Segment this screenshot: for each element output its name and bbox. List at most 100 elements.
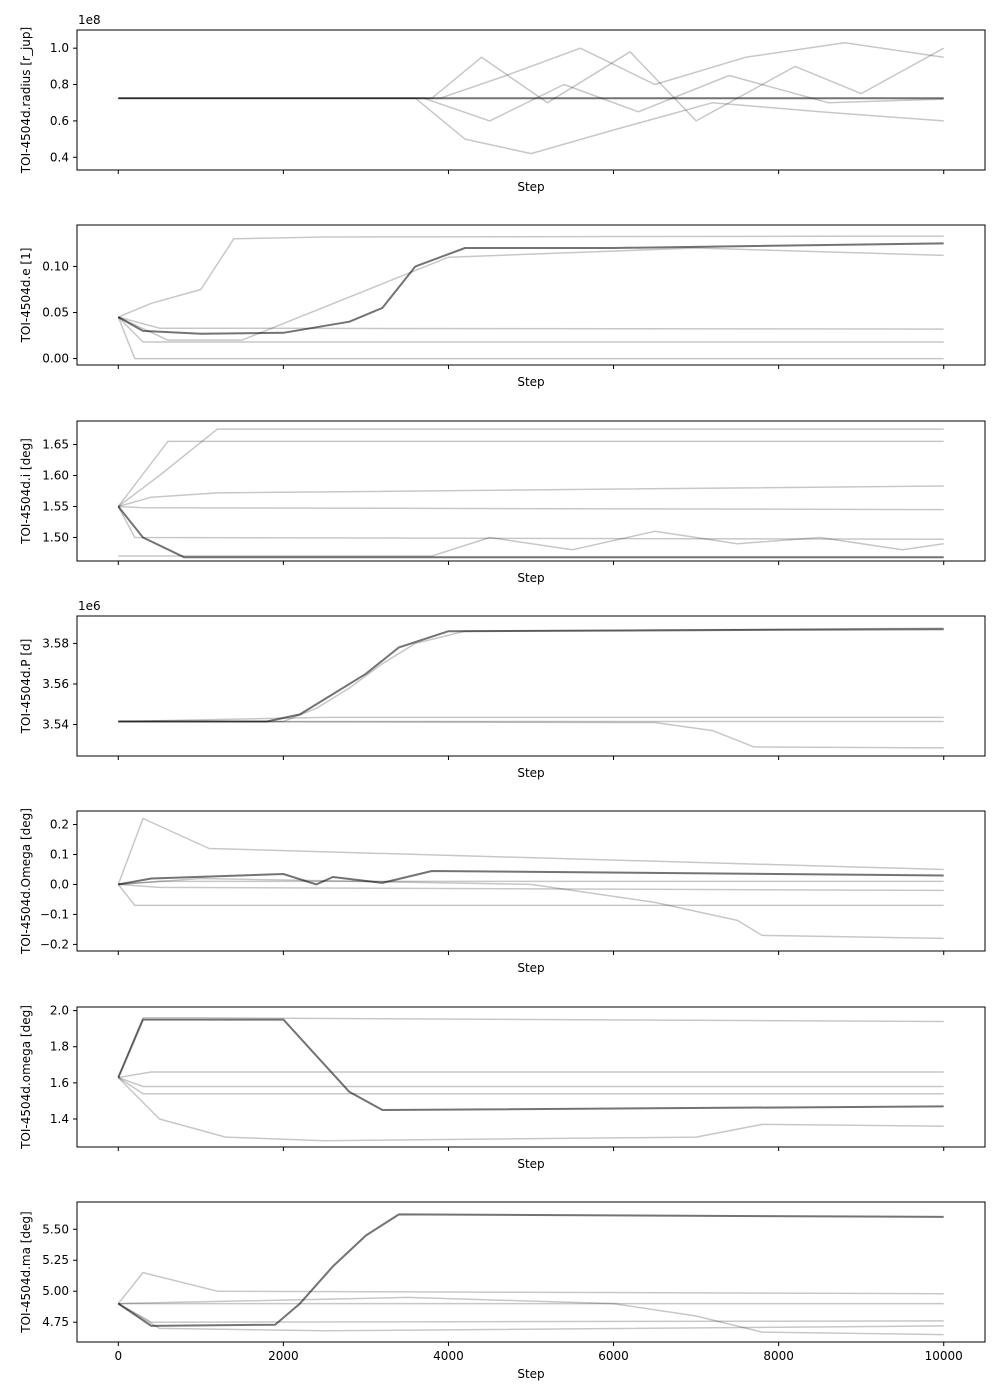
y-tick-label: 0.1 (50, 847, 69, 861)
x-tick-label: 0 (114, 1349, 122, 1363)
y-tick-label: −0.1 (40, 907, 69, 921)
trace-line-1 (117, 1018, 944, 1111)
trace-line-6 (118, 530, 944, 557)
y-offset-text: 1e8 (78, 13, 101, 27)
trace-line-2 (117, 1017, 944, 1078)
y-tick-label: 1.8 (50, 1040, 69, 1054)
x-axis-label: Step (517, 961, 544, 975)
x-axis-label: Step (517, 1367, 544, 1381)
y-tick-label: 1.6 (50, 1076, 69, 1090)
axes-frame (76, 1006, 986, 1148)
trace-line-2 (118, 235, 944, 318)
trace-line-4 (117, 1271, 944, 1305)
y-tick-label: 0.10 (42, 259, 69, 273)
y-tick-label: 1.60 (42, 469, 69, 483)
y-tick-label: 1.0 (50, 41, 69, 55)
axes-frame (76, 224, 986, 366)
trace-line-1 (117, 1213, 944, 1327)
panel-2: 0.00 0.05 0.10 Step TOI-4504d.e [1] (19, 224, 986, 389)
trace-line-4 (118, 505, 944, 511)
axes-frame (76, 810, 986, 952)
trace-line-3 (118, 1296, 944, 1336)
trace-line-4 (117, 883, 944, 907)
y-tick-label: 1.50 (42, 530, 69, 544)
y-tick-label: 0.4 (50, 150, 69, 164)
trace-line-4 (118, 41, 944, 99)
y-tick-label: 4.75 (42, 1315, 69, 1329)
y-axis-label: TOI-4504d.omega [deg] (19, 1005, 33, 1150)
x-tick-label: 2000 (268, 1349, 299, 1363)
trace-line-6 (117, 316, 944, 343)
trace-line-5 (118, 720, 944, 749)
trace-line-5 (117, 1302, 944, 1323)
y-tick-label: 0.6 (50, 114, 69, 128)
trace-line-2 (118, 47, 945, 122)
trace-line-4 (117, 316, 944, 360)
x-tick-label: 10000 (925, 1349, 963, 1363)
y-tick-label: 1.4 (50, 1112, 69, 1126)
x-tick-label: 8000 (763, 1349, 794, 1363)
y-tick-label: 5.50 (42, 1222, 69, 1236)
y-tick-label: 1.65 (42, 438, 69, 452)
y-tick-label: 3.54 (42, 718, 69, 732)
y-axis-label: TOI-4504d.Omega [deg] (19, 808, 33, 955)
x-axis-label: Step (517, 766, 544, 780)
trace-line-3 (117, 1076, 944, 1142)
axes-frame (76, 29, 986, 171)
trace-line-5 (118, 74, 944, 122)
y-tick-label: 1.55 (42, 499, 69, 513)
x-axis-label: Step (517, 1157, 544, 1171)
trace-line-1 (118, 870, 944, 886)
trace-line-2 (118, 627, 944, 723)
x-tick-label: 6000 (598, 1349, 629, 1363)
trace-line-5 (118, 1071, 944, 1079)
trace-line-2 (117, 428, 944, 508)
trace-line-4 (118, 1076, 944, 1088)
y-offset-text: 1e6 (78, 599, 101, 613)
axes-frame (76, 420, 986, 562)
y-tick-label: 3.58 (42, 636, 69, 650)
y-tick-label: 5.00 (42, 1284, 69, 1298)
panel-3: 1.50 1.55 1.60 1.65 Step TOI-4504d.i [deg] (19, 420, 986, 585)
trace-line-6 (117, 1302, 944, 1332)
trace-line-1 (117, 242, 944, 335)
y-axis-label: TOI-4504d.radius [r_jup] (19, 27, 33, 174)
x-axis-label: Step (517, 180, 544, 194)
panel-4: 3.54 3.56 3.58 Step TOI-4504d.P [d] 1e6 (19, 599, 986, 780)
panel-5: −0.2 −0.1 0.0 0.1 0.2 Step TOI-4504d.Omega [de… (19, 808, 986, 975)
panel-6: 1.4 1.6 1.8 2.0 Step TOI-4504d.omega [deg] (19, 1004, 986, 1171)
y-axis-label: TOI-4504d.i [deg] (19, 438, 33, 545)
trace-line-5 (118, 880, 944, 886)
trace-line-1 (117, 505, 944, 559)
x-tick-label: 4000 (433, 1349, 464, 1363)
y-tick-label: 0.00 (42, 352, 69, 366)
trace-line-4 (118, 716, 944, 723)
y-axis-label: TOI-4504d.ma [deg] (19, 1211, 33, 1333)
trace-line-6 (118, 883, 944, 892)
trace-line-5 (117, 247, 944, 341)
trace-line-3 (118, 316, 944, 330)
trace-line-1 (118, 628, 944, 723)
x-axis-label: Step (517, 375, 544, 389)
panel-1: 0.4 0.6 0.8 1.0 Step TOI-4504d.radius [r_jup]… (19, 13, 986, 194)
axes-frame (76, 1201, 986, 1343)
y-tick-label: 0.05 (42, 306, 69, 320)
x-axis-label: Step (517, 571, 544, 585)
trace-line-7 (117, 440, 944, 507)
y-tick-label: 0.8 (50, 78, 69, 92)
panel-7: 4.75 5.00 5.25 5.50 0 2000 4000 6000 8000 10000 St… (19, 1201, 986, 1381)
trace-line-2 (118, 877, 944, 940)
y-tick-label: 0.2 (50, 817, 69, 831)
axes-frame (76, 615, 986, 757)
y-tick-label: 2.0 (50, 1004, 69, 1018)
y-tick-label: 5.25 (42, 1253, 69, 1267)
trace-line-6 (117, 1076, 944, 1095)
y-axis-label: TOI-4504d.P [d] (19, 639, 33, 735)
trace-line-5 (117, 506, 944, 541)
y-tick-label: 3.56 (42, 677, 69, 691)
trace-line-3 (117, 817, 944, 885)
y-axis-label: TOI-4504d.e [1] (19, 248, 33, 344)
y-tick-label: −0.2 (40, 937, 69, 951)
trace-line-3 (118, 97, 944, 155)
